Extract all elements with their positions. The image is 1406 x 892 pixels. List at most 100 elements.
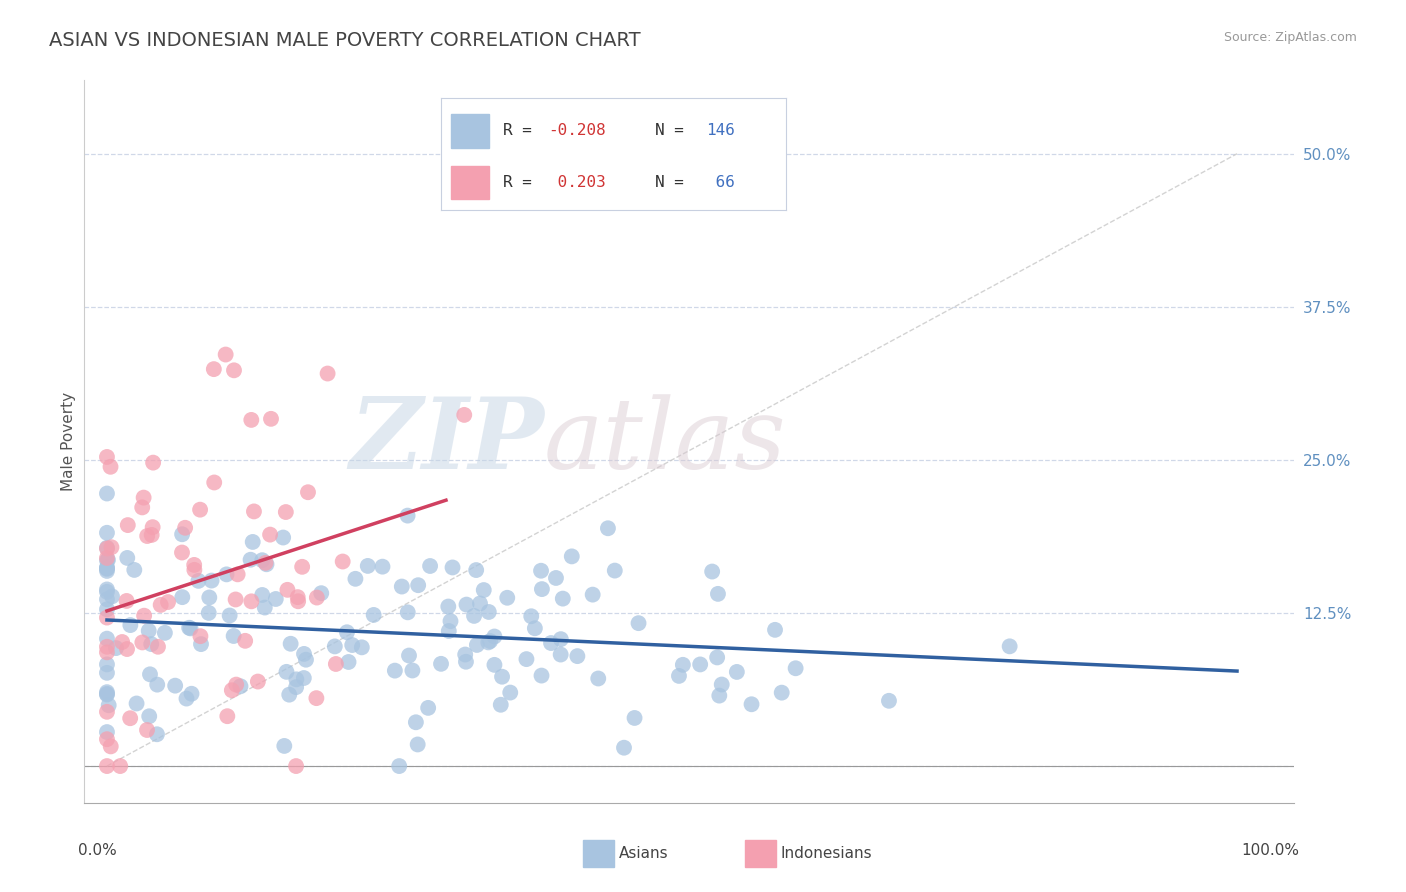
Point xyxy=(499,685,522,699)
Point xyxy=(131,500,153,515)
Point xyxy=(336,625,359,640)
Point xyxy=(222,363,245,377)
Point xyxy=(190,637,212,651)
Point xyxy=(479,634,502,648)
Point xyxy=(520,609,543,624)
Point xyxy=(596,521,619,535)
Point xyxy=(276,665,298,679)
Point xyxy=(174,521,197,535)
Point xyxy=(323,640,346,654)
Point xyxy=(96,450,118,464)
Point xyxy=(623,711,645,725)
Point xyxy=(785,661,807,675)
Point xyxy=(120,711,142,725)
Point xyxy=(561,549,583,564)
Point xyxy=(222,629,245,643)
Point xyxy=(96,541,118,556)
Point xyxy=(540,636,562,650)
Point xyxy=(689,657,711,672)
Point xyxy=(477,635,499,649)
Point xyxy=(710,677,733,691)
Point xyxy=(215,567,238,582)
Point xyxy=(176,691,198,706)
Point xyxy=(134,608,156,623)
Point xyxy=(141,528,163,542)
Point xyxy=(214,347,236,361)
Point xyxy=(136,529,159,543)
Point xyxy=(108,759,131,773)
Point xyxy=(225,592,247,607)
Point xyxy=(550,648,572,662)
Point xyxy=(115,642,138,657)
Point xyxy=(491,670,513,684)
Point xyxy=(472,582,495,597)
Point xyxy=(172,527,194,541)
Point xyxy=(530,668,553,682)
Point xyxy=(96,665,118,680)
Point xyxy=(406,738,429,752)
Point xyxy=(285,759,308,773)
Point xyxy=(391,580,413,594)
Point xyxy=(419,559,441,574)
Point xyxy=(96,582,118,597)
Point xyxy=(139,667,162,681)
Point xyxy=(96,561,118,575)
Point xyxy=(157,595,180,609)
Point xyxy=(484,657,506,672)
Point xyxy=(183,558,205,572)
Point xyxy=(441,560,464,574)
Point xyxy=(398,648,420,663)
Point xyxy=(285,680,308,694)
Point xyxy=(489,698,512,712)
Point xyxy=(97,698,120,713)
Point xyxy=(96,705,118,719)
Point xyxy=(274,505,297,519)
Point xyxy=(136,723,159,737)
Text: ZIP: ZIP xyxy=(349,393,544,490)
Point xyxy=(264,592,287,607)
Point xyxy=(142,520,165,534)
Point xyxy=(138,624,160,638)
Point xyxy=(453,408,475,422)
Point xyxy=(146,678,169,692)
Point xyxy=(125,697,148,711)
Point xyxy=(96,759,118,773)
Point xyxy=(187,574,209,588)
Point xyxy=(544,571,567,585)
Point xyxy=(120,618,142,632)
Point xyxy=(179,621,201,635)
Point xyxy=(96,560,118,574)
Point xyxy=(287,594,309,608)
Point xyxy=(197,606,219,620)
Point xyxy=(454,648,477,662)
Point xyxy=(384,664,406,678)
Point xyxy=(115,594,138,608)
Point xyxy=(131,635,153,649)
Point xyxy=(292,671,315,685)
Text: atlas: atlas xyxy=(544,394,786,489)
Point xyxy=(523,621,546,635)
Point xyxy=(515,652,537,666)
Point xyxy=(396,605,419,619)
Point xyxy=(344,572,367,586)
Point xyxy=(484,630,506,644)
Point xyxy=(225,677,247,691)
Point xyxy=(97,553,120,567)
Point xyxy=(101,590,124,604)
Point xyxy=(240,594,263,608)
Point xyxy=(613,740,636,755)
Point xyxy=(702,565,724,579)
Point xyxy=(363,607,385,622)
Point xyxy=(254,556,277,570)
Point xyxy=(709,689,731,703)
Point xyxy=(439,614,461,628)
Point xyxy=(246,674,269,689)
Point xyxy=(172,590,194,604)
Point xyxy=(406,578,429,592)
Point xyxy=(117,518,139,533)
Point xyxy=(240,413,263,427)
Point xyxy=(142,456,165,470)
Point xyxy=(96,584,118,599)
Point xyxy=(252,588,274,602)
Point xyxy=(96,645,118,659)
